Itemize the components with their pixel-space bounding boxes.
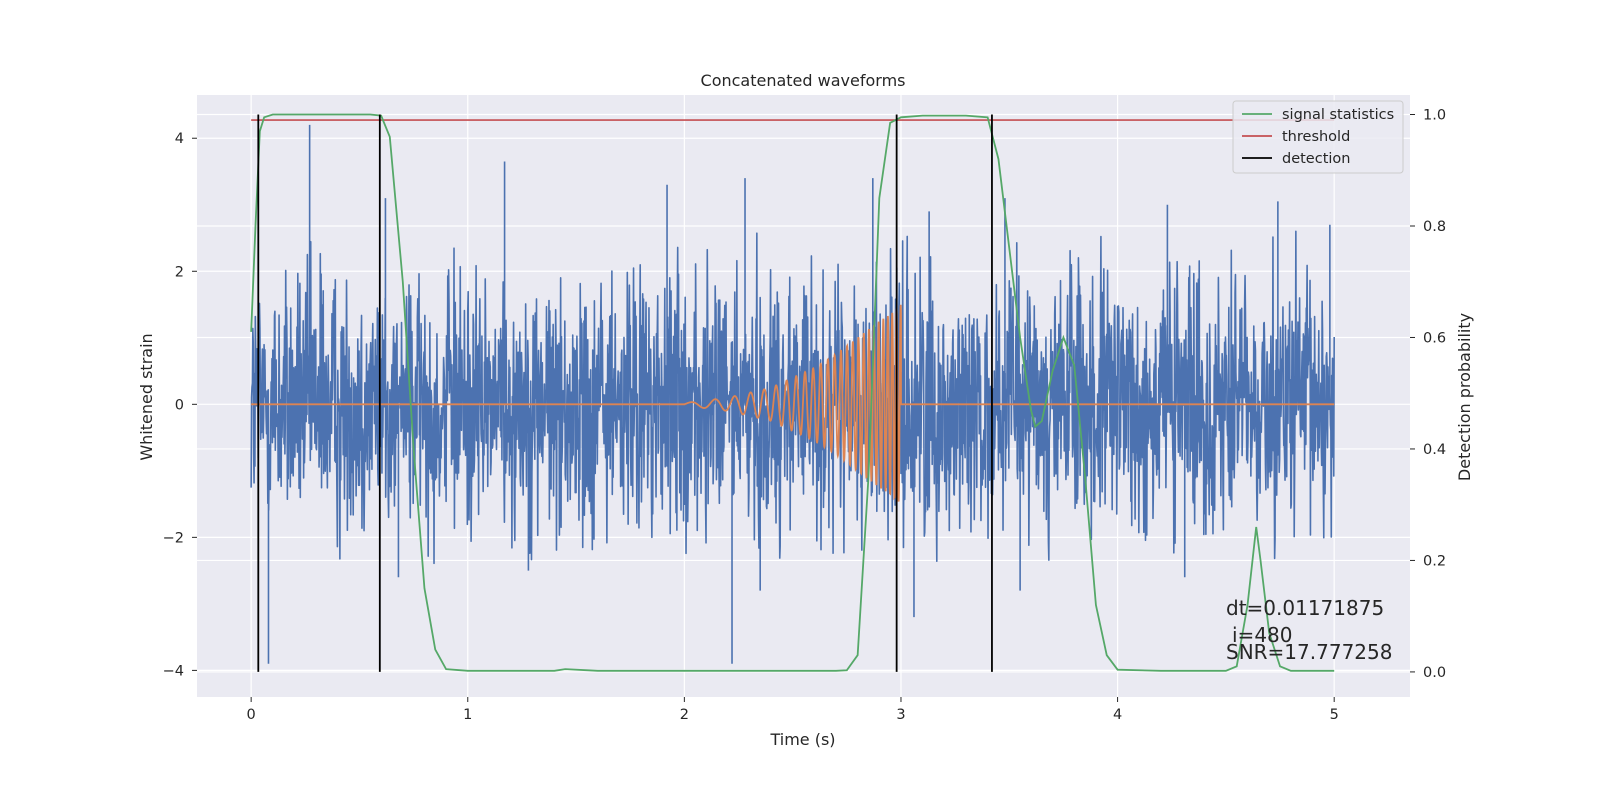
- left-tick-label: −4: [163, 663, 184, 679]
- right-tick-label: 0.8: [1423, 219, 1446, 235]
- legend: signal statistics threshold detection: [1232, 100, 1404, 174]
- left-axis-ticks: −4 −2 0 2 4: [163, 131, 197, 679]
- right-axis-label: Detection probability: [1455, 313, 1474, 481]
- left-tick-label: 0: [175, 397, 184, 413]
- x-tick-label: 3: [896, 707, 905, 723]
- waveform-series: [251, 304, 1335, 502]
- annotation-dt: dt=0.01171875: [1226, 596, 1384, 620]
- x-tick-label: 2: [680, 707, 689, 723]
- right-tick-label: 1.0: [1423, 108, 1446, 124]
- legend-label-signal-statistics: signal statistics: [1282, 107, 1394, 123]
- legend-label-detection: detection: [1282, 151, 1350, 167]
- x-tick-label: 1: [463, 707, 472, 723]
- signal-statistics-series: [250, 113, 1335, 672]
- x-axis-label: Time (s): [769, 730, 835, 749]
- legend-box: [1232, 100, 1404, 174]
- x-tick-label: 4: [1113, 707, 1122, 723]
- left-axis-label: Whitened strain: [137, 333, 156, 460]
- left-tick-label: 2: [175, 264, 184, 280]
- annotation-index: i=480: [1232, 623, 1293, 647]
- legend-label-threshold: threshold: [1282, 129, 1350, 145]
- strain-series: [250, 124, 1335, 664]
- x-tick-label: 5: [1330, 707, 1339, 723]
- left-tick-label: −2: [163, 530, 184, 546]
- right-tick-label: 0.2: [1423, 553, 1446, 569]
- x-axis-ticks: 0 1 2 3 4 5: [247, 697, 1339, 723]
- chart-title: Concatenated waveforms: [701, 71, 906, 90]
- detection-series: [257, 114, 993, 672]
- right-tick-label: 0.0: [1423, 665, 1446, 681]
- x-tick-label: 0: [247, 707, 256, 723]
- annotation-snr: SNR=17.777258: [1226, 640, 1392, 664]
- right-tick-label: 0.6: [1423, 330, 1446, 346]
- left-tick-label: 4: [175, 131, 184, 147]
- plot-area: [250, 113, 1335, 672]
- right-axis-ticks: 0.0 0.2 0.4 0.6 0.8 1.0: [1410, 108, 1446, 681]
- right-tick-label: 0.4: [1423, 442, 1446, 458]
